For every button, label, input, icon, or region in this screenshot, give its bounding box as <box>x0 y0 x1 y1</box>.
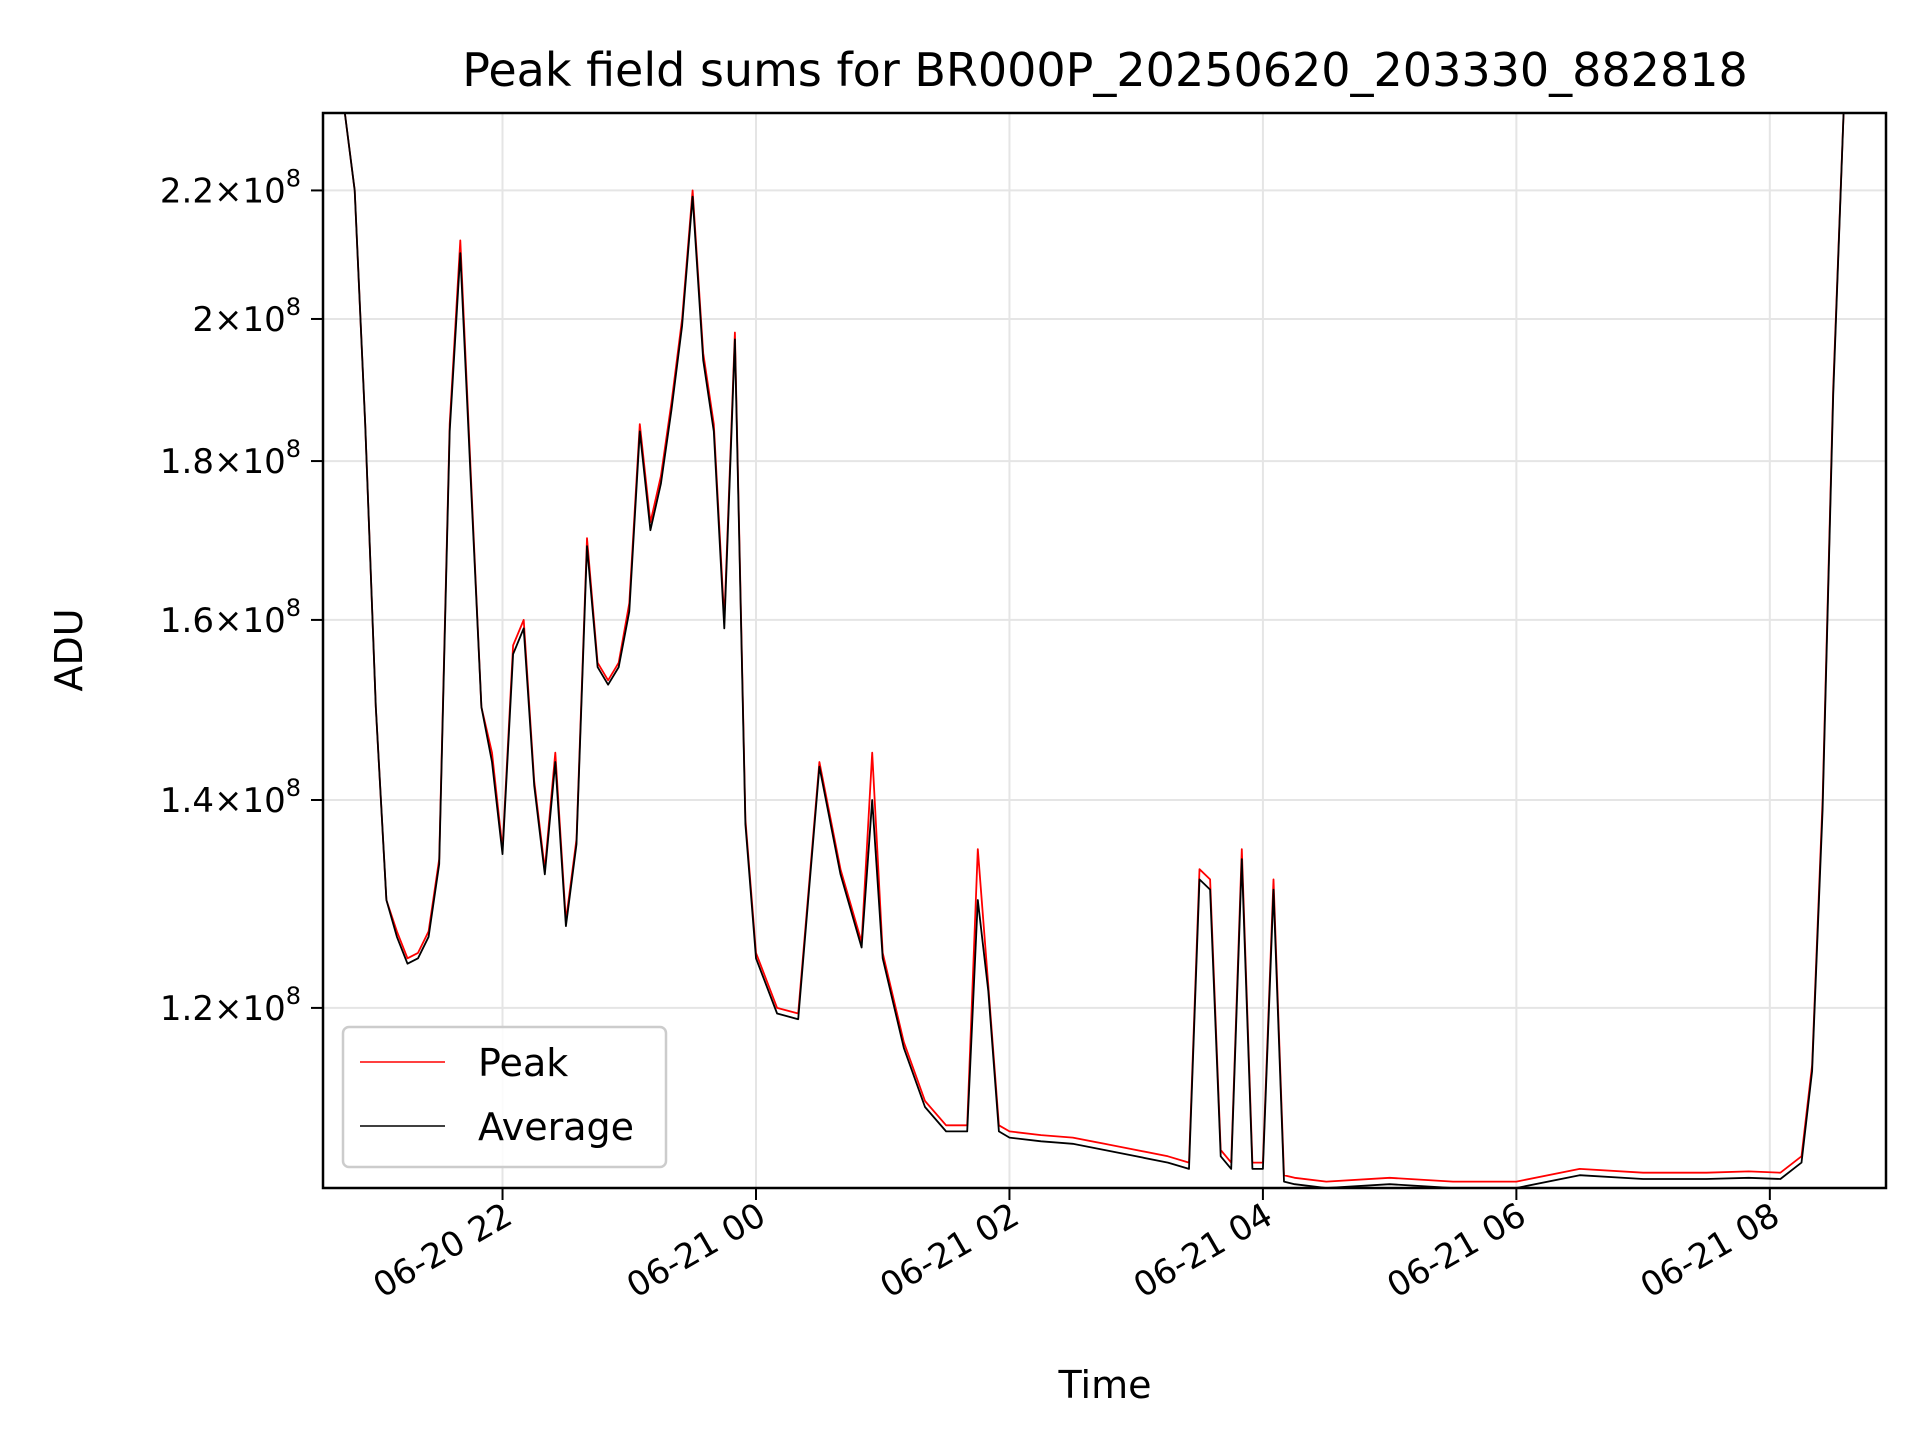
legend-label-peak: Peak <box>478 1041 568 1085</box>
series-layer <box>343 113 1845 1188</box>
y-tick-label: 1.2×108 <box>160 982 301 1029</box>
legend-label-average: Average <box>478 1105 634 1149</box>
series-line-peak <box>343 113 1845 1183</box>
legend: Peak Average <box>341 1025 668 1169</box>
y-tick-label: 1.6×108 <box>160 594 301 641</box>
y-tick-label: 1.4×108 <box>160 774 301 821</box>
x-tick-label: 06-21 02 <box>874 1195 1026 1306</box>
y-tick-label: 1.8×108 <box>160 435 301 482</box>
y-axis-label: ADU <box>47 608 91 691</box>
series-line-average <box>343 113 1845 1188</box>
x-tick-label: 06-21 04 <box>1127 1195 1279 1306</box>
x-tick-label: 06-21 06 <box>1380 1195 1532 1306</box>
x-axis-label: Time <box>1058 1363 1152 1407</box>
x-tick-label: 06-21 00 <box>620 1195 772 1306</box>
x-tick-label: 06-20 22 <box>367 1195 519 1306</box>
plot-frame <box>321 111 1888 1190</box>
y-tick-label: 2×108 <box>192 293 301 340</box>
x-tick-label: 06-21 08 <box>1634 1195 1786 1306</box>
x-axis: 06-20 22 06-21 00 06-21 02 06-21 04 06-21 06… <box>367 1188 1786 1306</box>
chart-title: Peak field sums for BR000P_20250620_2033… <box>462 43 1748 97</box>
y-tick-label: 2.2×108 <box>160 164 301 211</box>
grid <box>323 113 1886 1188</box>
y-axis: 1.2×108 1.4×108 1.6×108 1.8×108 2×108 2.2×108 <box>160 164 323 1029</box>
